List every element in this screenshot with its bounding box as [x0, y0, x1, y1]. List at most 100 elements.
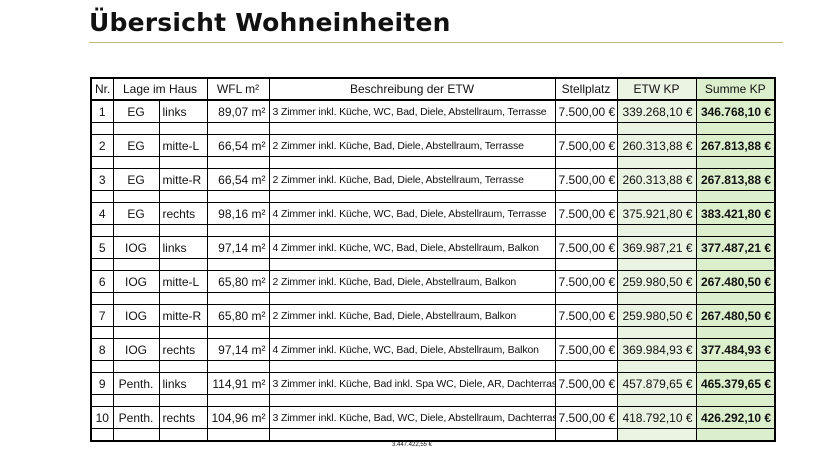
cell-stellplatz: 7.500,00 € — [554, 270, 618, 293]
cell-etw-kp: 339.268,10 € — [616, 99, 697, 123]
spacer-cell — [268, 394, 556, 407]
cell-etage: IOG — [112, 236, 160, 259]
table-row: 1 EG links 89,07 m² 3 Zimmer inkl. Küche, WC… — [90, 99, 777, 123]
spacer-cell — [695, 428, 777, 442]
table-row: 8 IOG rechts 97,14 m² 4 Zimmer inkl. Küche, … — [90, 338, 777, 361]
cell-nr: 5 — [90, 236, 114, 259]
table-row: 9 Penth. links 114,91 m² 3 Zimmer inkl. Küch… — [90, 372, 777, 395]
spacer-cell — [112, 428, 160, 442]
spacer-cell — [616, 122, 697, 135]
total-spacer — [113, 441, 159, 452]
spacer-row — [90, 394, 777, 407]
cell-stellplatz: 7.500,00 € — [554, 202, 618, 225]
cell-wfl: 97,14 m² — [206, 236, 270, 259]
cell-etw-kp: 259.980,50 € — [616, 304, 697, 327]
spacer-cell — [206, 394, 270, 407]
cell-nr: 7 — [90, 304, 114, 327]
page-title: Übersicht Wohneinheiten — [89, 8, 451, 37]
cell-etage: IOG — [112, 338, 160, 361]
cell-nr: 4 — [90, 202, 114, 225]
cell-stellplatz: 7.500,00 € — [554, 236, 618, 259]
spacer-cell — [268, 190, 556, 203]
cell-nr: 9 — [90, 372, 114, 395]
table-row: 6 IOG mitte-L 65,80 m² 2 Zimmer inkl. Küche,… — [90, 270, 777, 293]
spacer-cell — [695, 292, 777, 305]
spacer-cell — [616, 258, 697, 271]
spacer-cell — [206, 122, 270, 135]
spacer-cell — [90, 190, 114, 203]
cell-position: mitte-L — [158, 134, 208, 157]
cell-position: links — [158, 236, 208, 259]
spacer-cell — [90, 224, 114, 237]
spacer-cell — [695, 190, 777, 203]
total-spacer — [207, 441, 269, 452]
cell-wfl: 66,54 m² — [206, 134, 270, 157]
cell-beschreibung: 3 Zimmer inkl. Küche, Bad, WC, Diele, Ab… — [268, 406, 556, 429]
spacer-cell — [206, 190, 270, 203]
spacer-cell — [268, 122, 556, 135]
cell-wfl: 98,16 m² — [206, 202, 270, 225]
cell-etage: IOG — [112, 304, 160, 327]
spacer-cell — [554, 326, 618, 339]
cell-wfl: 65,80 m² — [206, 270, 270, 293]
title-underline — [89, 42, 783, 43]
table-row: 5 IOG links 97,14 m² 4 Zimmer inkl. Küche, W… — [90, 236, 777, 259]
cell-position: mitte-L — [158, 270, 208, 293]
spacer-cell — [90, 156, 114, 169]
spacer-cell — [554, 428, 618, 442]
header-beschreibung: Beschreibung der ETW — [268, 77, 556, 101]
spacer-cell — [90, 122, 114, 135]
spacer-cell — [554, 394, 618, 407]
header-summe-kp: Summe KP — [695, 77, 777, 101]
spacer-row — [90, 224, 777, 237]
spacer-cell — [268, 360, 556, 373]
spacer-cell — [90, 394, 114, 407]
total-spacer — [159, 441, 207, 452]
spacer-cell — [268, 428, 556, 442]
cell-beschreibung: 2 Zimmer inkl. Küche, Bad, Diele, Abstel… — [268, 304, 556, 327]
cell-beschreibung: 2 Zimmer inkl. Küche, Bad, Diele, Abstel… — [268, 270, 556, 293]
cell-summe-kp: 377.484,93 € — [695, 338, 777, 361]
spacer-cell — [112, 360, 160, 373]
cell-stellplatz: 7.500,00 € — [554, 99, 618, 123]
cell-stellplatz: 7.500,00 € — [554, 304, 618, 327]
spacer-cell — [268, 326, 556, 339]
spacer-cell — [90, 360, 114, 373]
spacer-cell — [158, 258, 208, 271]
cell-summe-kp: 267.480,50 € — [695, 304, 777, 327]
cell-etw-kp: 260.313,88 € — [616, 134, 697, 157]
cell-nr: 6 — [90, 270, 114, 293]
cell-summe-kp: 383.421,80 € — [695, 202, 777, 225]
cell-position: rechts — [158, 406, 208, 429]
cell-etage: EG — [112, 168, 160, 191]
spacer-cell — [112, 258, 160, 271]
cell-summe-kp: 465.379,65 € — [695, 372, 777, 395]
spacer-cell — [554, 156, 618, 169]
table-body: 1 EG links 89,07 m² 3 Zimmer inkl. Küche, WC… — [90, 99, 777, 452]
spacer-cell — [554, 360, 618, 373]
spacer-cell — [554, 292, 618, 305]
cell-position: rechts — [158, 202, 208, 225]
spacer-cell — [112, 326, 160, 339]
cell-summe-kp: 267.480,50 € — [695, 270, 777, 293]
spacer-cell — [158, 224, 208, 237]
cell-wfl: 104,96 m² — [206, 406, 270, 429]
spacer-cell — [695, 394, 777, 407]
cell-etage: EG — [112, 134, 160, 157]
header-wfl: WFL m² — [206, 77, 270, 101]
cell-position: rechts — [158, 338, 208, 361]
spacer-cell — [616, 156, 697, 169]
table-row: 10 Penth. rechts 104,96 m² 3 Zimmer inkl. Kü… — [90, 406, 777, 429]
spacer-cell — [554, 190, 618, 203]
cell-beschreibung: 4 Zimmer inkl. Küche, WC, Bad, Diele, Ab… — [268, 338, 556, 361]
cell-etage: Penth. — [112, 406, 160, 429]
spacer-row — [90, 292, 777, 305]
cell-etage: EG — [112, 202, 160, 225]
spacer-cell — [268, 258, 556, 271]
spacer-cell — [616, 326, 697, 339]
cell-etw-kp: 375.921,80 € — [616, 202, 697, 225]
spacer-cell — [112, 394, 160, 407]
spacer-cell — [554, 122, 618, 135]
spacer-cell — [268, 156, 556, 169]
spacer-cell — [695, 360, 777, 373]
